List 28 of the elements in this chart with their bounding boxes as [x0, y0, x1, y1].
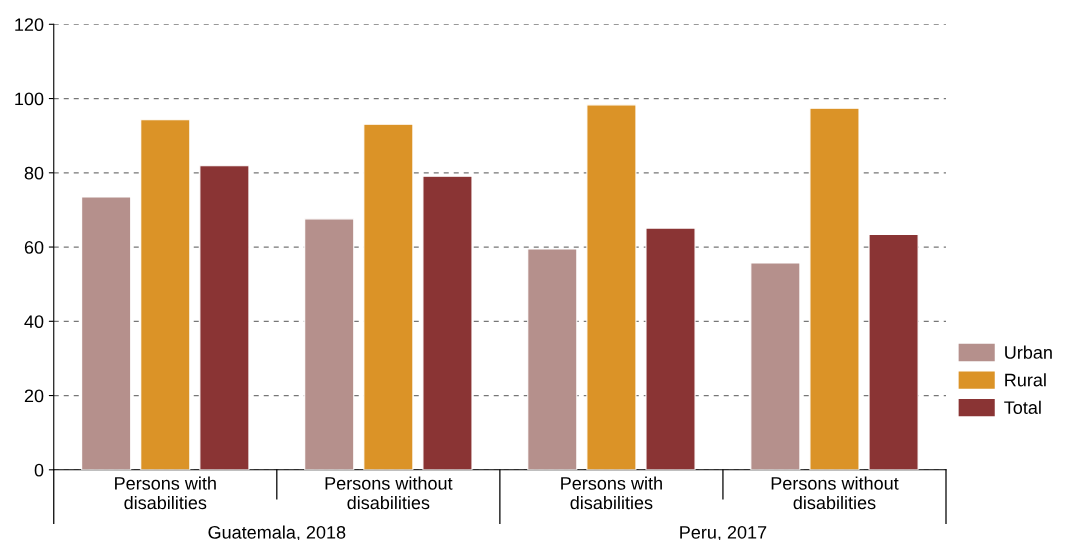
legend-label: Urban: [1005, 345, 1052, 359]
x-tick-label: Persons without disabilities: [325, 476, 453, 510]
bar: [140, 119, 191, 470]
y-tick-label: 0: [34, 463, 44, 477]
bar: [363, 123, 414, 470]
bar: [645, 227, 696, 470]
y-tick-label: 120: [15, 18, 44, 32]
x-tick-label: Persons with disabilities: [115, 476, 216, 510]
bar: [750, 262, 801, 470]
y-tick-label: 60: [24, 240, 44, 254]
text: Peru, 2017: [680, 525, 767, 540]
bar: [527, 248, 578, 470]
text: Guatemala, 2018: [208, 525, 346, 540]
bar: [81, 196, 132, 470]
bar: [304, 218, 355, 470]
y-tick-label: 20: [24, 389, 44, 403]
bar: [586, 104, 637, 470]
x-tick-label: Persons without disabilities: [771, 476, 899, 510]
bar: [868, 233, 919, 470]
y-tick-label: 80: [24, 166, 44, 180]
y-tick-label: 40: [24, 315, 44, 329]
bar: [422, 175, 473, 470]
y-tick-label: 100: [15, 92, 44, 106]
legend-label: Rural: [1005, 373, 1046, 387]
legend-label: Total: [1004, 400, 1041, 414]
x-tick-label: Persons with disabilities: [561, 476, 662, 510]
bar: [199, 165, 250, 470]
bar: [809, 107, 860, 470]
